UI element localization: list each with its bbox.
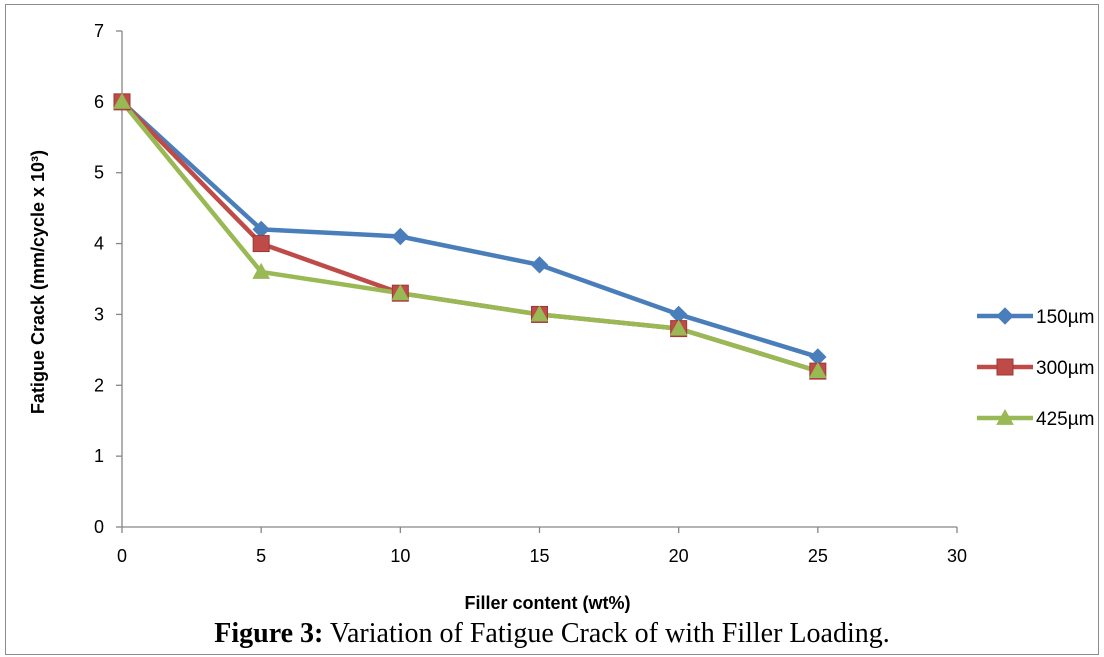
series-lines	[120, 100, 819, 374]
data-point	[669, 319, 688, 336]
series-markers	[113, 92, 827, 380]
caption-text: Variation of Fatigue Crack of with Fille…	[323, 618, 890, 649]
x-tick-label: 20	[669, 546, 689, 566]
x-tick-label: 15	[529, 546, 549, 566]
figure-caption: Figure 3: Variation of Fatigue Crack of …	[0, 618, 1104, 650]
legend-label: 150µm	[1036, 307, 1094, 328]
data-point	[808, 362, 827, 379]
y-tick-label: 4	[94, 234, 104, 254]
y-tick-label: 6	[94, 92, 104, 112]
caption-label: Figure 3:	[214, 618, 324, 649]
legend-label: 300µm	[1036, 358, 1094, 379]
series-line	[120, 100, 819, 360]
data-point	[530, 305, 549, 322]
data-point	[113, 92, 131, 109]
axes: 0 1 2 3 4 5 6 7 0 5 10 15 20 25 30	[94, 21, 967, 566]
y-tick-label: 2	[94, 375, 104, 395]
data-point	[252, 235, 270, 253]
x-tick-label: 5	[256, 546, 266, 566]
x-axis-title: Filler content (wt%)	[465, 593, 631, 613]
data-point	[391, 284, 410, 301]
chart-frame	[5, 4, 1099, 655]
x-tick-label: 10	[390, 546, 410, 566]
legend-marker	[996, 408, 1014, 425]
x-tick-label: 0	[117, 546, 127, 566]
y-tick-label: 1	[94, 446, 104, 466]
y-tick-label: 7	[94, 21, 104, 41]
y-tick-label: 0	[94, 517, 104, 537]
legend-marker	[996, 307, 1014, 325]
data-point	[391, 227, 410, 246]
legend-marker	[996, 358, 1014, 376]
y-axis-title: Fatigue Crack (mm/cycle x 10³)	[28, 150, 48, 414]
legend-label: 425µm	[1036, 409, 1094, 430]
x-tick-label: 30	[947, 546, 967, 566]
y-tick-label: 3	[94, 304, 104, 324]
data-point	[252, 262, 271, 279]
series-line	[120, 100, 819, 374]
y-tick-label: 5	[94, 163, 104, 183]
series-line	[120, 100, 819, 374]
x-tick-label: 25	[808, 546, 828, 566]
legend: 150µm 300µm 425µm	[977, 307, 1094, 430]
data-point	[530, 256, 549, 274]
